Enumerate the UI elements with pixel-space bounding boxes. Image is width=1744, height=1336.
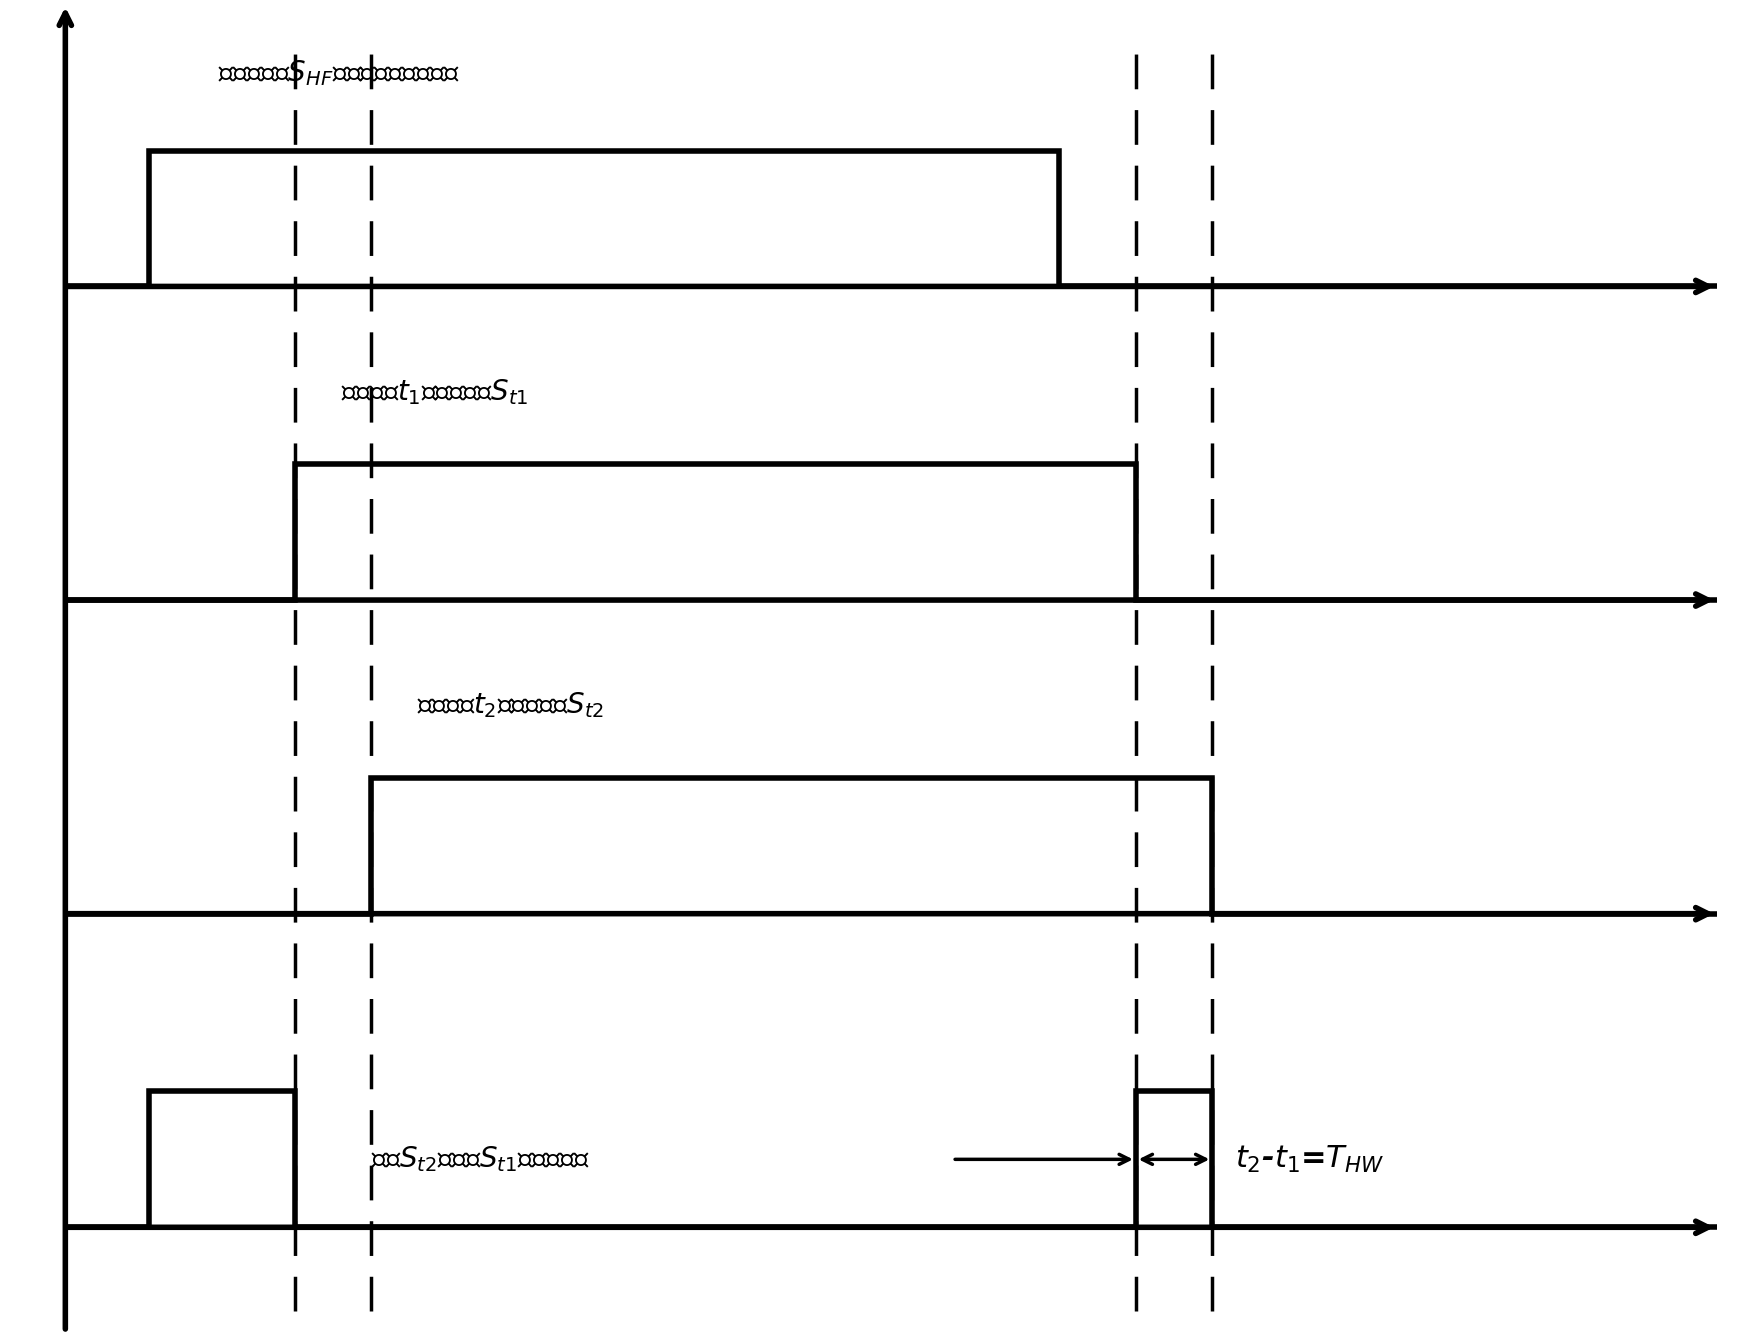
Text: 与倍频信号$S_{HF}$同步的外部触发信号: 与倍频信号$S_{HF}$同步的外部触发信号 bbox=[218, 57, 460, 88]
Text: 延迟量为$t_2$的延迟信号$S_{t2}$: 延迟量为$t_2$的延迟信号$S_{t2}$ bbox=[417, 691, 603, 720]
Text: 延迟量为$t_1$的延迟信号$S_{t1}$: 延迟量为$t_1$的延迟信号$S_{t1}$ bbox=[340, 377, 528, 406]
Text: $t_2$-$t_1$=$T_{HW}$: $t_2$-$t_1$=$T_{HW}$ bbox=[1235, 1144, 1385, 1174]
Text: 信号$S_{t2}$与信号$S_{t1}$的异或信号: 信号$S_{t2}$与信号$S_{t1}$的异或信号 bbox=[371, 1145, 589, 1174]
